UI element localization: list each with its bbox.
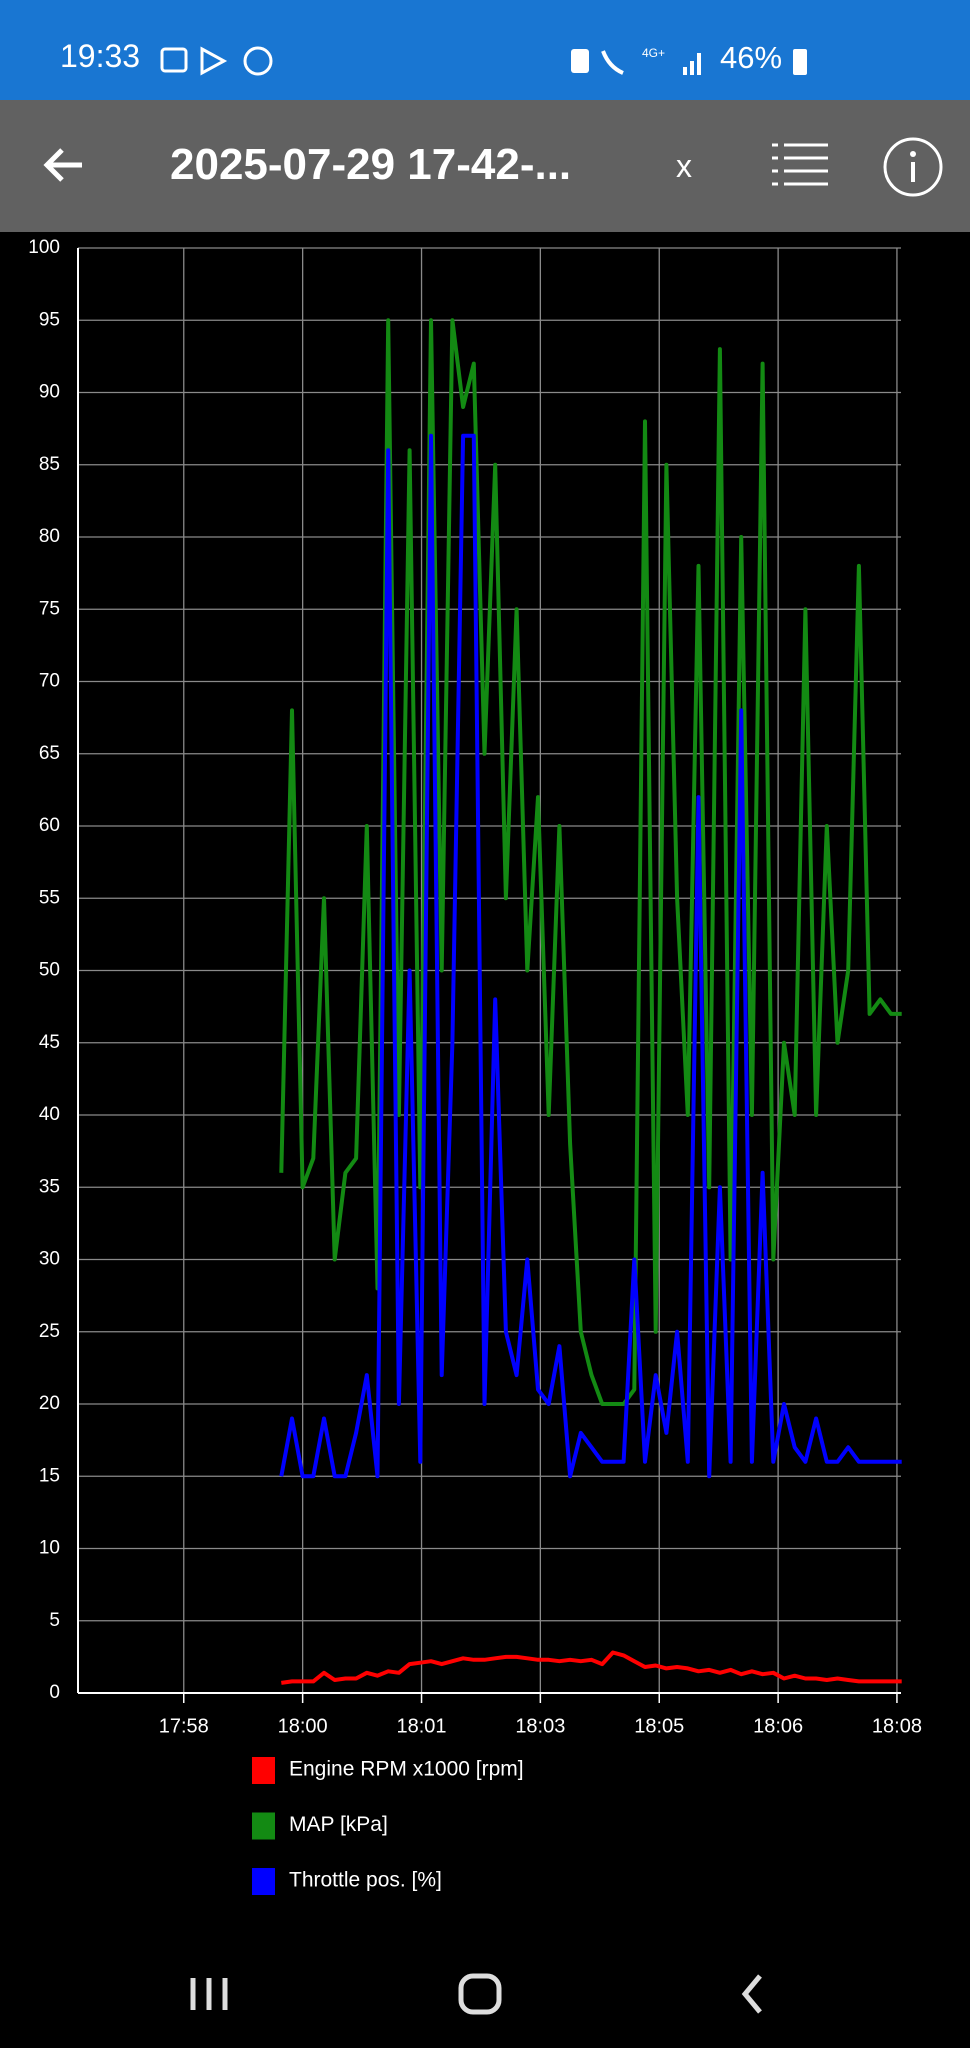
x-tick-label: 18:01 <box>397 1715 447 1737</box>
title: 2025-07-29 17-42-... <box>170 140 572 189</box>
close-button[interactable]: x <box>676 148 692 184</box>
legend-swatch <box>252 1812 275 1840</box>
y-tick-label: 45 <box>39 1032 60 1053</box>
list-button[interactable] <box>770 140 830 190</box>
y-tick-label: 50 <box>39 960 60 981</box>
y-tick-label: 60 <box>39 815 60 836</box>
y-tick-label: 85 <box>39 454 60 475</box>
status-bar: 19:33 4G+ 46% <box>0 0 970 100</box>
x-tick-label: 18:05 <box>634 1715 684 1737</box>
navigation-bar <box>190 1973 762 2015</box>
y-tick-label: 35 <box>39 1176 60 1197</box>
info-button[interactable] <box>882 136 944 198</box>
y-tick-label: 100 <box>28 237 60 258</box>
y-tick-label: 30 <box>39 1249 60 1270</box>
y-tick-label: 10 <box>39 1538 60 1559</box>
x-tick-label: 18:03 <box>515 1715 565 1737</box>
clock: 19:33 <box>60 38 141 74</box>
y-tick-label: 75 <box>39 598 60 619</box>
y-tick-label: 5 <box>49 1610 60 1631</box>
legend-swatch <box>252 1757 275 1784</box>
network-type: 4G+ <box>642 46 666 60</box>
data-line <box>279 318 902 1406</box>
x-tick-label: 18:06 <box>753 1715 803 1737</box>
y-tick-label: 70 <box>39 671 60 692</box>
back-button[interactable] <box>40 140 90 190</box>
legend-label: Engine RPM x1000 [rpm] <box>289 1758 524 1781</box>
x-tick-label: 17:58 <box>159 1715 209 1737</box>
y-tick-label: 80 <box>39 526 60 547</box>
x-tick-label: 18:08 <box>872 1715 922 1737</box>
y-tick-label: 90 <box>39 382 60 403</box>
y-tick-label: 0 <box>49 1682 60 1703</box>
y-tick-label: 65 <box>39 743 60 764</box>
data-line <box>281 1650 902 1685</box>
battery-icon <box>793 49 807 75</box>
battery-level: 46% <box>720 40 783 75</box>
y-tick-label: 15 <box>39 1465 60 1486</box>
legend-swatch <box>252 1868 275 1895</box>
legend-label: Throttle pos. [%] <box>289 1869 442 1892</box>
data-line <box>279 433 902 1479</box>
chart: 0 5 10 15 20 25 30 35 40 45 50 55 60 65 70 75 80 85 90 95 10… <box>28 237 922 1895</box>
y-tick-label: 20 <box>39 1393 60 1414</box>
x-tick-label: 18:00 <box>278 1715 328 1737</box>
y-tick-label: 25 <box>39 1321 60 1342</box>
y-tick-label: 55 <box>39 887 60 908</box>
toolbar: 2025-07-29 17-42-... x <box>0 100 970 232</box>
system-icons <box>571 49 701 75</box>
legend-label: MAP [kPa] <box>289 1813 388 1836</box>
notification-icons <box>160 46 273 76</box>
y-tick-label: 40 <box>39 1104 60 1125</box>
y-tick-label: 95 <box>39 309 60 330</box>
